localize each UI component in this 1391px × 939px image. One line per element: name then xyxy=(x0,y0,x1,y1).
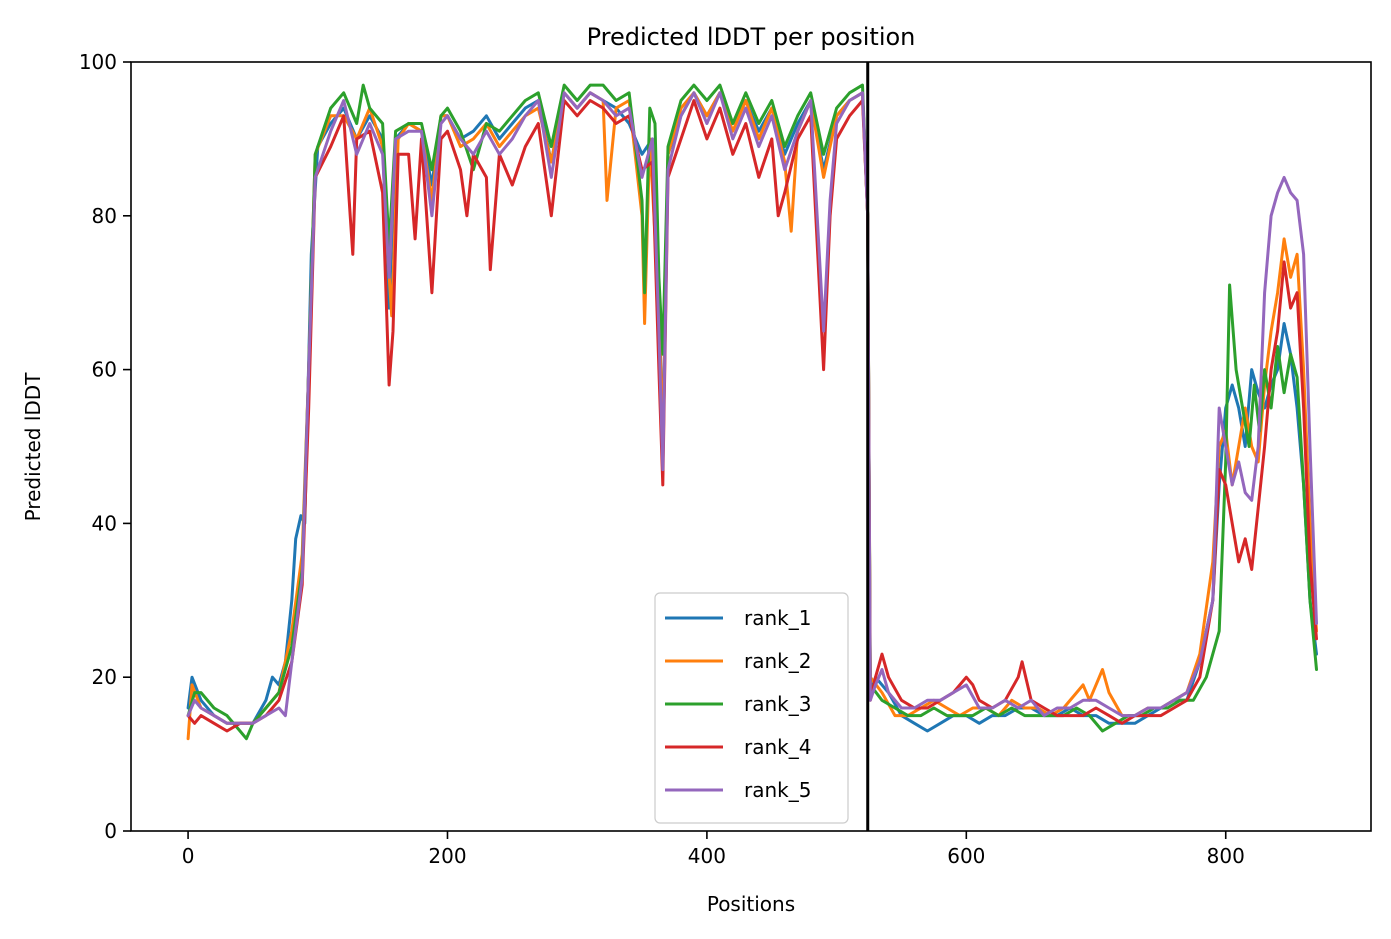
legend-label-rank-2: rank_2 xyxy=(744,649,811,673)
series-line-rank-5 xyxy=(186,91,1318,725)
y-tick-label: 0 xyxy=(104,819,117,843)
x-axis-ticks: 0 200 400 600 800 xyxy=(182,831,1245,868)
x-axis-title: Positions xyxy=(707,892,795,916)
legend-box xyxy=(654,592,849,824)
legend-label-rank-5: rank_5 xyxy=(744,778,811,802)
y-tick-label: 100 xyxy=(79,50,117,74)
legend-label-rank-3: rank_3 xyxy=(744,692,811,716)
x-tick-label: 200 xyxy=(428,844,466,868)
y-tick-label: 20 xyxy=(92,665,117,689)
series-line-rank-3 xyxy=(186,83,1318,741)
y-tick-label: 60 xyxy=(92,358,117,382)
series-line-rank-4 xyxy=(186,99,1318,733)
y-tick-label: 40 xyxy=(92,511,117,535)
legend-label-rank-1: rank_1 xyxy=(744,606,811,630)
legend: rank_1 rank_2 rank_3 rank_4 rank_5 xyxy=(654,592,849,824)
x-tick-label: 800 xyxy=(1207,844,1245,868)
x-tick-label: 400 xyxy=(688,844,726,868)
chart-title: Predicted lDDT per position xyxy=(587,23,916,51)
y-axis-ticks: 0 20 40 60 80 100 xyxy=(79,50,131,843)
x-tick-label: 600 xyxy=(947,844,985,868)
x-tick-label: 0 xyxy=(182,844,195,868)
y-tick-label: 80 xyxy=(92,204,117,228)
y-axis-title: Predicted lDDT xyxy=(21,372,45,522)
plot-lines xyxy=(186,83,1318,741)
legend-label-rank-4: rank_4 xyxy=(744,735,811,759)
plot-area-frame xyxy=(130,61,1372,832)
